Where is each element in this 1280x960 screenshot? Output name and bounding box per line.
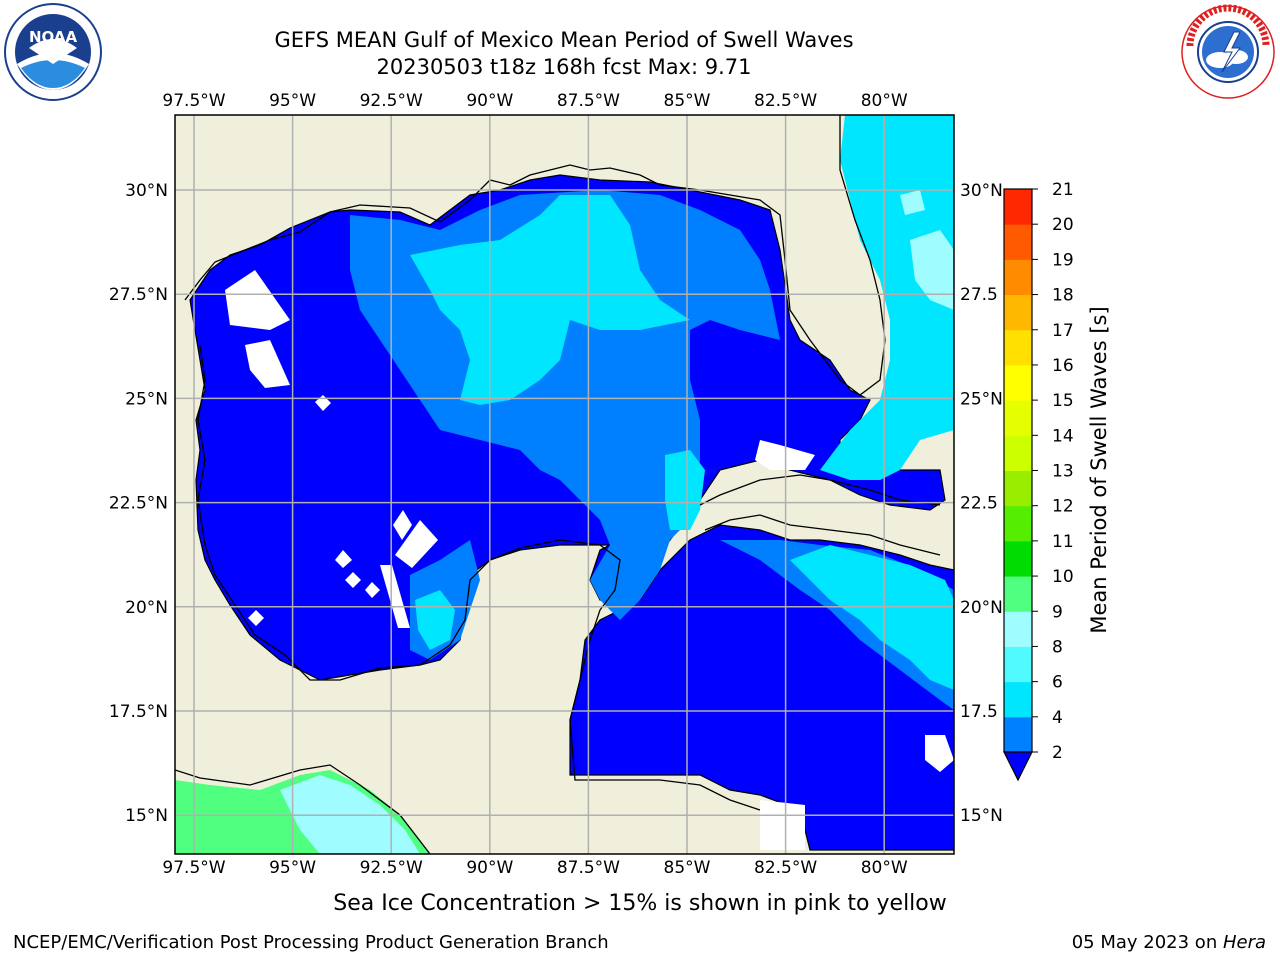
lon-label: 90°W — [466, 858, 513, 878]
footer-date-text: 05 May 2023 on — [1071, 932, 1223, 953]
colorbar-tick-label: 10 — [1052, 567, 1074, 587]
colorbar-segment — [1004, 364, 1032, 401]
colorbar-segment — [1004, 716, 1032, 753]
colorbar-tick-label: 15 — [1052, 391, 1074, 411]
lat-label-right: 20°N — [960, 598, 1003, 618]
noaa-logo-icon: NOAA — [4, 3, 102, 101]
lat-labels-right: 30°N 27.5 25°N 22.5 20°N 17.5 15°N — [960, 181, 1003, 826]
lat-label: 22.5°N — [109, 494, 168, 514]
colorbar-segment — [1004, 470, 1032, 507]
chart-title: GEFS MEAN Gulf of Mexico Mean Period of … — [274, 28, 854, 52]
lat-label-right: 27.5 — [960, 285, 998, 305]
colorbar-segment — [1004, 646, 1032, 683]
lon-label: 85°W — [664, 91, 711, 111]
colorbar-tick-label: 21 — [1052, 180, 1074, 200]
colorbar-tick-label: 6 — [1052, 673, 1063, 693]
lon-label: 80°W — [861, 858, 908, 878]
colorbar-extend-triangle — [1003, 751, 1033, 782]
lon-label: 97.5°W — [162, 91, 225, 111]
colorbar-tick-label: 14 — [1052, 426, 1074, 446]
colorbar-segment — [1004, 505, 1032, 542]
colorbar-segment — [1004, 681, 1032, 718]
colorbar-segment — [1004, 540, 1032, 577]
colorbar-tick-label: 11 — [1052, 532, 1074, 552]
colorbar-tick-label: 2 — [1052, 743, 1063, 763]
lon-label: 82.5°W — [754, 858, 817, 878]
colorbar-tick-label: 19 — [1052, 250, 1074, 270]
lat-labels-left: 30°N 27.5°N 25°N 22.5°N 20°N 17.5°N 15°N — [109, 181, 168, 826]
lon-label: 92.5°W — [360, 858, 423, 878]
colorbar-tick-label: 12 — [1052, 497, 1074, 517]
colorbar-segment — [1004, 259, 1032, 296]
colorbar-tick-label: 16 — [1052, 356, 1074, 376]
map-area — [175, 115, 954, 854]
lat-label: 27.5°N — [109, 285, 168, 305]
lat-label: 20°N — [125, 598, 168, 618]
lat-label: 25°N — [125, 389, 168, 409]
footer-host: Hera — [1222, 932, 1266, 953]
coastlines — [175, 115, 941, 854]
colorbar-segment — [1004, 400, 1032, 436]
colorbar-tick-label: 9 — [1052, 602, 1063, 622]
colorbar-segment — [1004, 329, 1032, 366]
lon-label: 80°W — [861, 91, 908, 111]
colorbar-segment — [1004, 435, 1032, 471]
lat-label-right: 17.5 — [960, 702, 998, 722]
colorbar-segment — [1004, 611, 1032, 647]
colorbar-tick-label: 17 — [1052, 321, 1074, 341]
colorbar-tick-label: 8 — [1052, 637, 1063, 657]
chart-subtitle: 20230503 t18z 168h fcst Max: 9.71 — [376, 55, 752, 79]
lon-label: 82.5°W — [754, 91, 817, 111]
nws-logo-icon — [1180, 4, 1276, 100]
colorbar-segment — [1004, 189, 1032, 225]
noaa-logo-text: NOAA — [29, 28, 78, 46]
colorbar-segment — [1004, 294, 1032, 331]
lon-label: 90°W — [466, 91, 513, 111]
lon-label: 95°W — [269, 858, 316, 878]
lat-label-right: 22.5 — [960, 494, 998, 514]
lon-labels-bottom: 97.5°W 95°W 92.5°W 90°W 87.5°W 85°W 82.5°W 80°W — [162, 858, 907, 878]
colorbar-tick-label: 18 — [1052, 286, 1074, 306]
swell-contour-2-4 — [189, 174, 954, 851]
colorbar: 2 4 6 8 9 10 11 12 13 14 15 16 17 18 19 20 21 — [1003, 180, 1074, 782]
lat-label-right: 15°N — [960, 806, 1003, 826]
lon-label: 92.5°W — [360, 91, 423, 111]
sea-ice-note: Sea Ice Concentration > 15% is shown in … — [333, 891, 947, 916]
footer-branch: NCEP/EMC/Verification Post Processing Pr… — [13, 932, 609, 953]
colorbar-segment — [1004, 576, 1032, 612]
lat-label-right: 30°N — [960, 181, 1003, 201]
lon-label: 85°W — [664, 858, 711, 878]
lat-label: 17.5°N — [109, 702, 168, 722]
colorbar-label: Mean Period of Swell Waves [s] — [1087, 306, 1111, 633]
lon-label: 95°W — [269, 91, 316, 111]
lon-labels-top: 97.5°W 95°W 92.5°W 90°W 87.5°W 85°W 82.5°W 80°W — [162, 91, 907, 111]
swell-contour-6-8 — [410, 195, 690, 405]
lon-label: 87.5°W — [557, 91, 620, 111]
lat-label: 30°N — [125, 181, 168, 201]
colorbar-tick-label: 13 — [1052, 462, 1074, 482]
swell-contour-6-8-caribbean — [790, 545, 954, 690]
colorbar-tick-label: 20 — [1052, 215, 1074, 235]
gridlines — [175, 115, 954, 854]
swell-contour-6-8-bay — [415, 590, 455, 650]
colorbar-tick-label: 4 — [1052, 708, 1063, 728]
swell-contour-8-9 — [910, 230, 954, 310]
lon-label: 97.5°W — [162, 858, 225, 878]
colorbar-segment — [1004, 224, 1032, 260]
footer-date: 05 May 2023 on Hera — [1072, 932, 1266, 953]
swell-contour-6-8-yucatan — [665, 450, 705, 530]
lon-label: 87.5°W — [557, 858, 620, 878]
lat-label-right: 25°N — [960, 389, 1003, 409]
lat-label: 15°N — [125, 806, 168, 826]
map-frame — [174, 114, 955, 855]
swell-contour-8-9-b — [900, 190, 925, 215]
